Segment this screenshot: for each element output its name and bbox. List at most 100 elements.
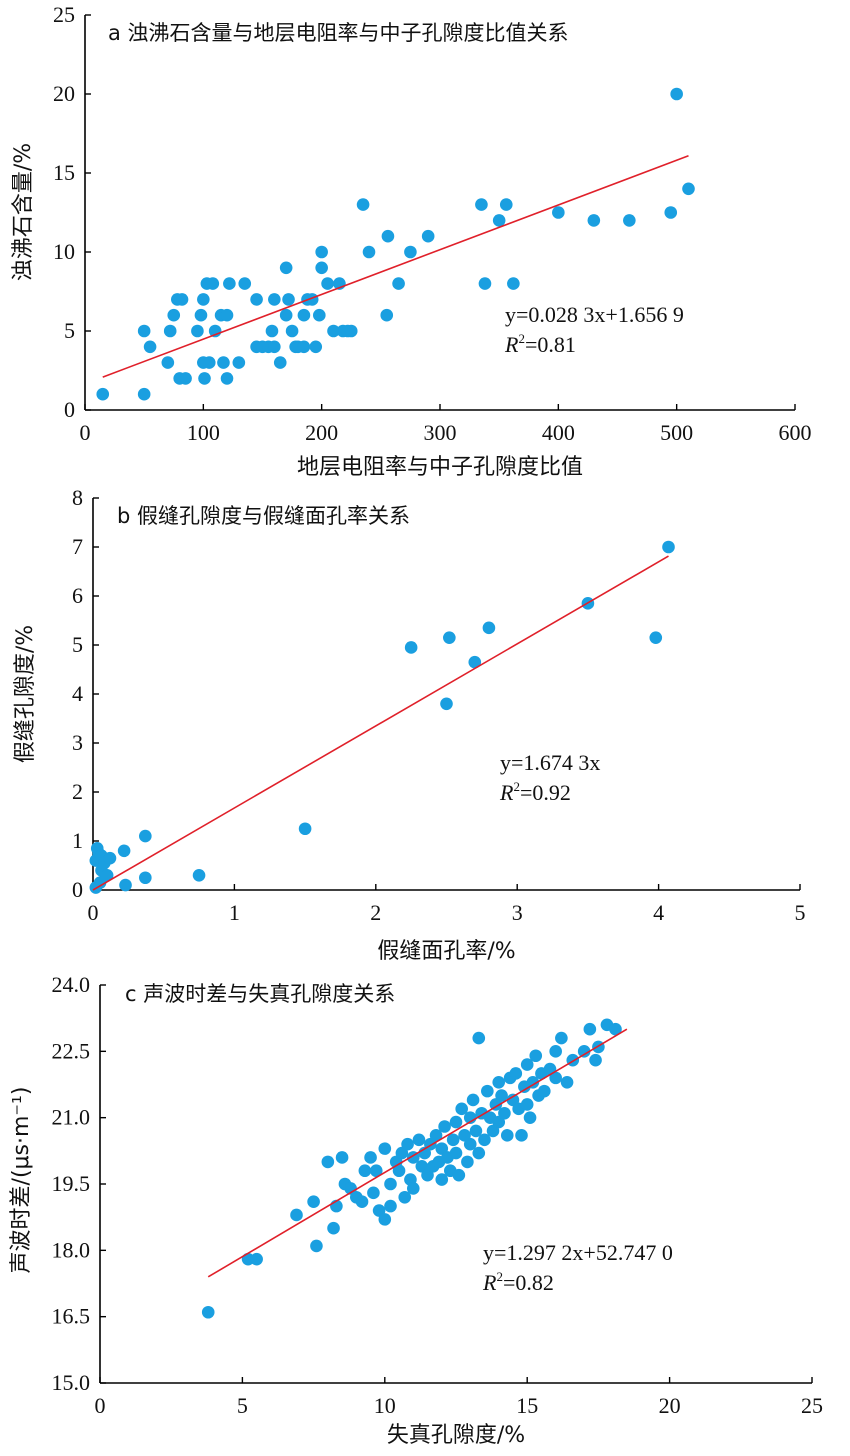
data-point: [279, 261, 293, 275]
data-point: [438, 1120, 451, 1133]
y-tick-label: 22.5: [52, 1038, 91, 1063]
data-point: [139, 829, 152, 843]
regression-equation: y=1.674 3x: [500, 750, 600, 775]
data-point: [344, 324, 358, 338]
data-point: [378, 1142, 392, 1155]
data-point: [96, 387, 110, 401]
data-point: [495, 1089, 508, 1102]
data-point: [380, 308, 394, 322]
data-point: [197, 293, 210, 306]
data-point: [250, 293, 263, 306]
data-point: [649, 631, 663, 644]
data-point: [587, 214, 601, 227]
data-point: [367, 1186, 380, 1200]
data-point: [452, 1168, 466, 1182]
regression-equation: y=0.028 3x+1.656 9: [505, 302, 684, 327]
data-point: [443, 631, 456, 644]
data-point: [297, 340, 311, 354]
data-point: [327, 324, 340, 338]
regression-line: [92, 555, 669, 891]
data-point: [321, 1155, 335, 1169]
data-point: [191, 324, 204, 338]
data-point: [223, 277, 236, 290]
data-point: [268, 293, 281, 306]
data-point: [560, 1075, 574, 1089]
data-point: [384, 1199, 397, 1213]
data-point: [466, 1093, 480, 1107]
data-point: [429, 1129, 443, 1142]
data-point: [265, 324, 279, 338]
data-point: [321, 277, 334, 290]
data-point: [446, 1133, 460, 1147]
data-point: [282, 293, 295, 306]
y-tick-label: 21.0: [52, 1105, 91, 1130]
data-point: [220, 308, 234, 322]
x-tick-label: 2: [370, 900, 381, 925]
data-point: [472, 1146, 486, 1160]
chart-title: c 声波时差与失真孔隙度关系: [125, 982, 395, 1006]
regression-line: [207, 1028, 628, 1278]
data-point: [455, 1102, 468, 1116]
data-point: [297, 308, 311, 322]
y-tick-label: 4: [72, 681, 83, 706]
data-point: [449, 1115, 463, 1129]
y-axis-label: 声波时差/(μs·m⁻¹): [9, 1087, 34, 1274]
data-point: [192, 869, 206, 882]
x-axis-label: 假缝面孔率/%: [377, 939, 515, 964]
x-tick-label: 3: [512, 900, 523, 925]
data-point: [440, 697, 453, 711]
data-point: [356, 198, 370, 211]
data-point: [589, 1053, 602, 1067]
data-point: [478, 1133, 491, 1147]
data-point: [475, 198, 488, 211]
y-tick-label: 24.0: [52, 972, 91, 997]
data-point: [492, 1075, 506, 1089]
data-point: [404, 245, 417, 259]
x-tick-label: 15: [516, 1393, 538, 1418]
data-point: [290, 1208, 303, 1222]
data-point: [220, 372, 234, 385]
data-point: [309, 340, 323, 354]
r-squared-label: R2=0.92: [499, 779, 571, 805]
x-axis-label: 地层电阻率与中子孔隙度比值: [297, 455, 583, 480]
data-point: [412, 1133, 426, 1147]
data-point: [103, 851, 117, 865]
data-point: [421, 229, 435, 243]
data-point: [482, 621, 496, 635]
y-tick-label: 0: [64, 397, 75, 422]
x-tick-label: 300: [424, 420, 457, 445]
data-point: [119, 878, 132, 892]
data-point: [583, 1022, 597, 1036]
y-tick-label: 25: [53, 2, 75, 27]
data-point: [217, 356, 230, 369]
data-point: [285, 324, 299, 338]
data-point: [232, 356, 246, 369]
data-point: [358, 1164, 372, 1178]
data-point: [461, 1155, 474, 1169]
data-point: [552, 206, 565, 219]
data-point: [664, 206, 678, 219]
data-point: [238, 277, 252, 290]
y-tick-label: 20: [53, 81, 75, 106]
data-point: [398, 1190, 412, 1204]
data-point: [500, 1129, 514, 1142]
x-tick-label: 10: [374, 1393, 396, 1418]
data-point: [364, 1151, 377, 1164]
data-point: [523, 1111, 537, 1124]
y-tick-label: 7: [72, 534, 83, 559]
data-point: [369, 1164, 383, 1178]
data-point: [313, 308, 326, 322]
data-point: [549, 1071, 562, 1085]
data-point: [202, 356, 216, 369]
chart-title: b 假缝孔隙度与假缝面孔率关系: [117, 504, 410, 528]
data-point: [478, 277, 492, 290]
data-point: [273, 356, 287, 369]
data-point: [378, 1213, 392, 1226]
r-squared-label: R2=0.82: [482, 1269, 554, 1295]
y-tick-label: 16.5: [52, 1304, 91, 1329]
data-point: [137, 387, 151, 401]
data-point: [298, 822, 312, 836]
data-point: [206, 277, 220, 290]
